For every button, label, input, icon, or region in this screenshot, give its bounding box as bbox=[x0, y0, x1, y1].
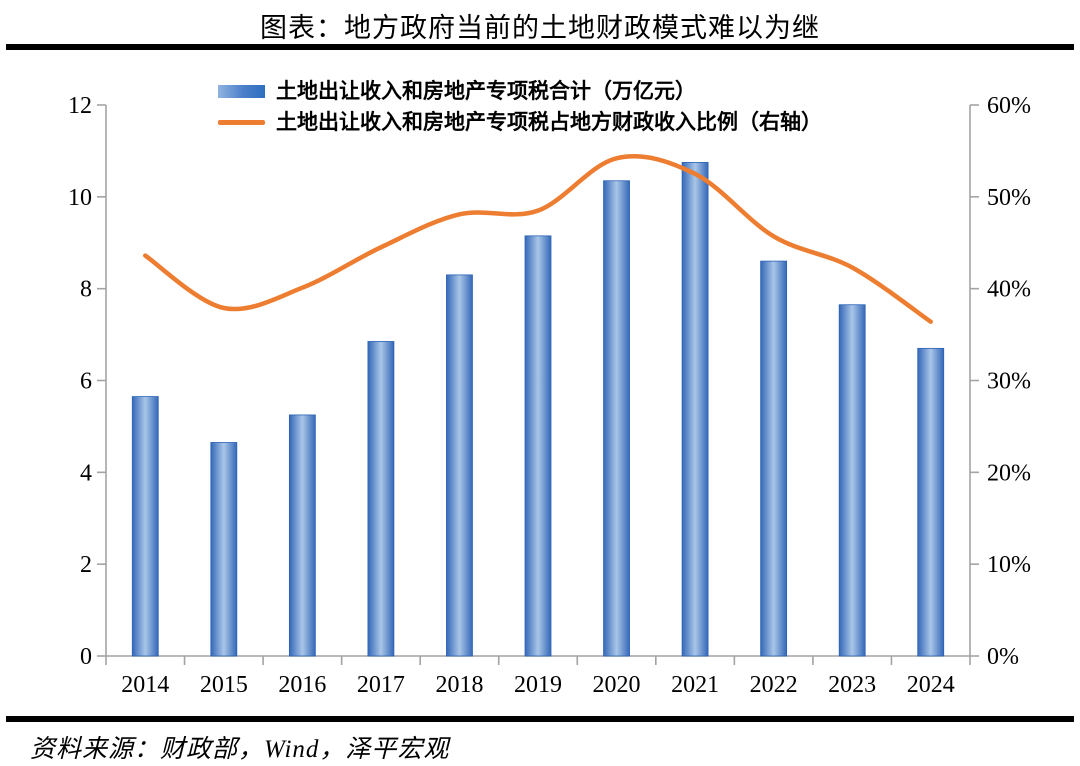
right-axis-tick-label: 60% bbox=[987, 93, 1031, 119]
bar-2024 bbox=[917, 347, 945, 657]
left-axis-tick-label: 4 bbox=[80, 460, 92, 486]
bottom-rule bbox=[6, 716, 1074, 722]
x-axis-category-label: 2023 bbox=[828, 672, 876, 698]
legend: 土地出让收入和房地产专项税合计（万亿元） 土地出让收入和房地产专项税占地方财政收… bbox=[218, 78, 822, 135]
line-series-swatch-icon bbox=[218, 119, 265, 125]
bar-2018 bbox=[446, 274, 473, 657]
x-axis-category-label: 2017 bbox=[357, 672, 405, 698]
left-axis-tick-label: 8 bbox=[80, 277, 92, 303]
bar-2021 bbox=[681, 161, 709, 657]
line-series-label: 土地出让收入和房地产专项税占地方财政收入比例（右轴） bbox=[276, 110, 822, 134]
x-axis-category-label: 2014 bbox=[121, 672, 169, 698]
figure-title: 图表：地方政府当前的土地财政模式难以为继 bbox=[260, 13, 820, 43]
bar-series-swatch-icon bbox=[218, 84, 265, 98]
legend-item-bar-series: 土地出让收入和房地产专项税合计（万亿元） bbox=[218, 78, 822, 104]
right-axis-tick-label: 40% bbox=[987, 277, 1031, 303]
left-axis-tick-label: 2 bbox=[80, 552, 92, 578]
right-axis-tick-label: 20% bbox=[987, 460, 1031, 486]
bar-2023 bbox=[838, 304, 866, 657]
x-axis-category-label: 2016 bbox=[278, 672, 326, 698]
bar-2020 bbox=[603, 180, 630, 657]
right-axis-tick-label: 50% bbox=[987, 185, 1031, 211]
bar-2015 bbox=[210, 442, 238, 657]
legend-item-line-series: 土地出让收入和房地产专项税占地方财政收入比例（右轴） bbox=[218, 109, 822, 135]
bar-2016 bbox=[288, 414, 316, 657]
x-axis-category-label: 2022 bbox=[750, 672, 798, 698]
left-axis-tick-label: 0 bbox=[80, 644, 92, 670]
left-axis-tick-label: 12 bbox=[68, 93, 92, 119]
source-note: 资料来源：财政部，Wind，泽平宏观 bbox=[30, 736, 450, 763]
ratio-line-series bbox=[143, 154, 933, 324]
bar-2014 bbox=[131, 396, 159, 657]
right-axis-tick-label: 30% bbox=[987, 369, 1031, 395]
left-axis-tick-label: 10 bbox=[68, 185, 92, 211]
combo-chart-canvas: 0 2 4 6 8 10 12 0% 10% 20% 30% 40% 50% 60% 2014 2015 201… bbox=[68, 93, 1031, 698]
bar-series-label: 土地出让收入和房地产专项税合计（万亿元） bbox=[276, 79, 696, 103]
bar-2022 bbox=[760, 260, 788, 657]
x-axis-category-label: 2015 bbox=[200, 672, 248, 698]
x-axis-category-label: 2021 bbox=[671, 672, 719, 698]
bar-2019 bbox=[524, 235, 552, 657]
bar-2017 bbox=[367, 341, 395, 657]
x-axis-category-label: 2024 bbox=[907, 672, 955, 698]
x-axis-category-label: 2019 bbox=[514, 672, 562, 698]
x-axis-category-label: 2020 bbox=[593, 672, 641, 698]
top-rule bbox=[6, 44, 1074, 50]
left-axis-tick-label: 6 bbox=[80, 369, 92, 395]
right-axis-tick-label: 0% bbox=[987, 644, 1019, 670]
x-axis-category-label: 2018 bbox=[435, 672, 483, 698]
right-axis-tick-label: 10% bbox=[987, 552, 1031, 578]
